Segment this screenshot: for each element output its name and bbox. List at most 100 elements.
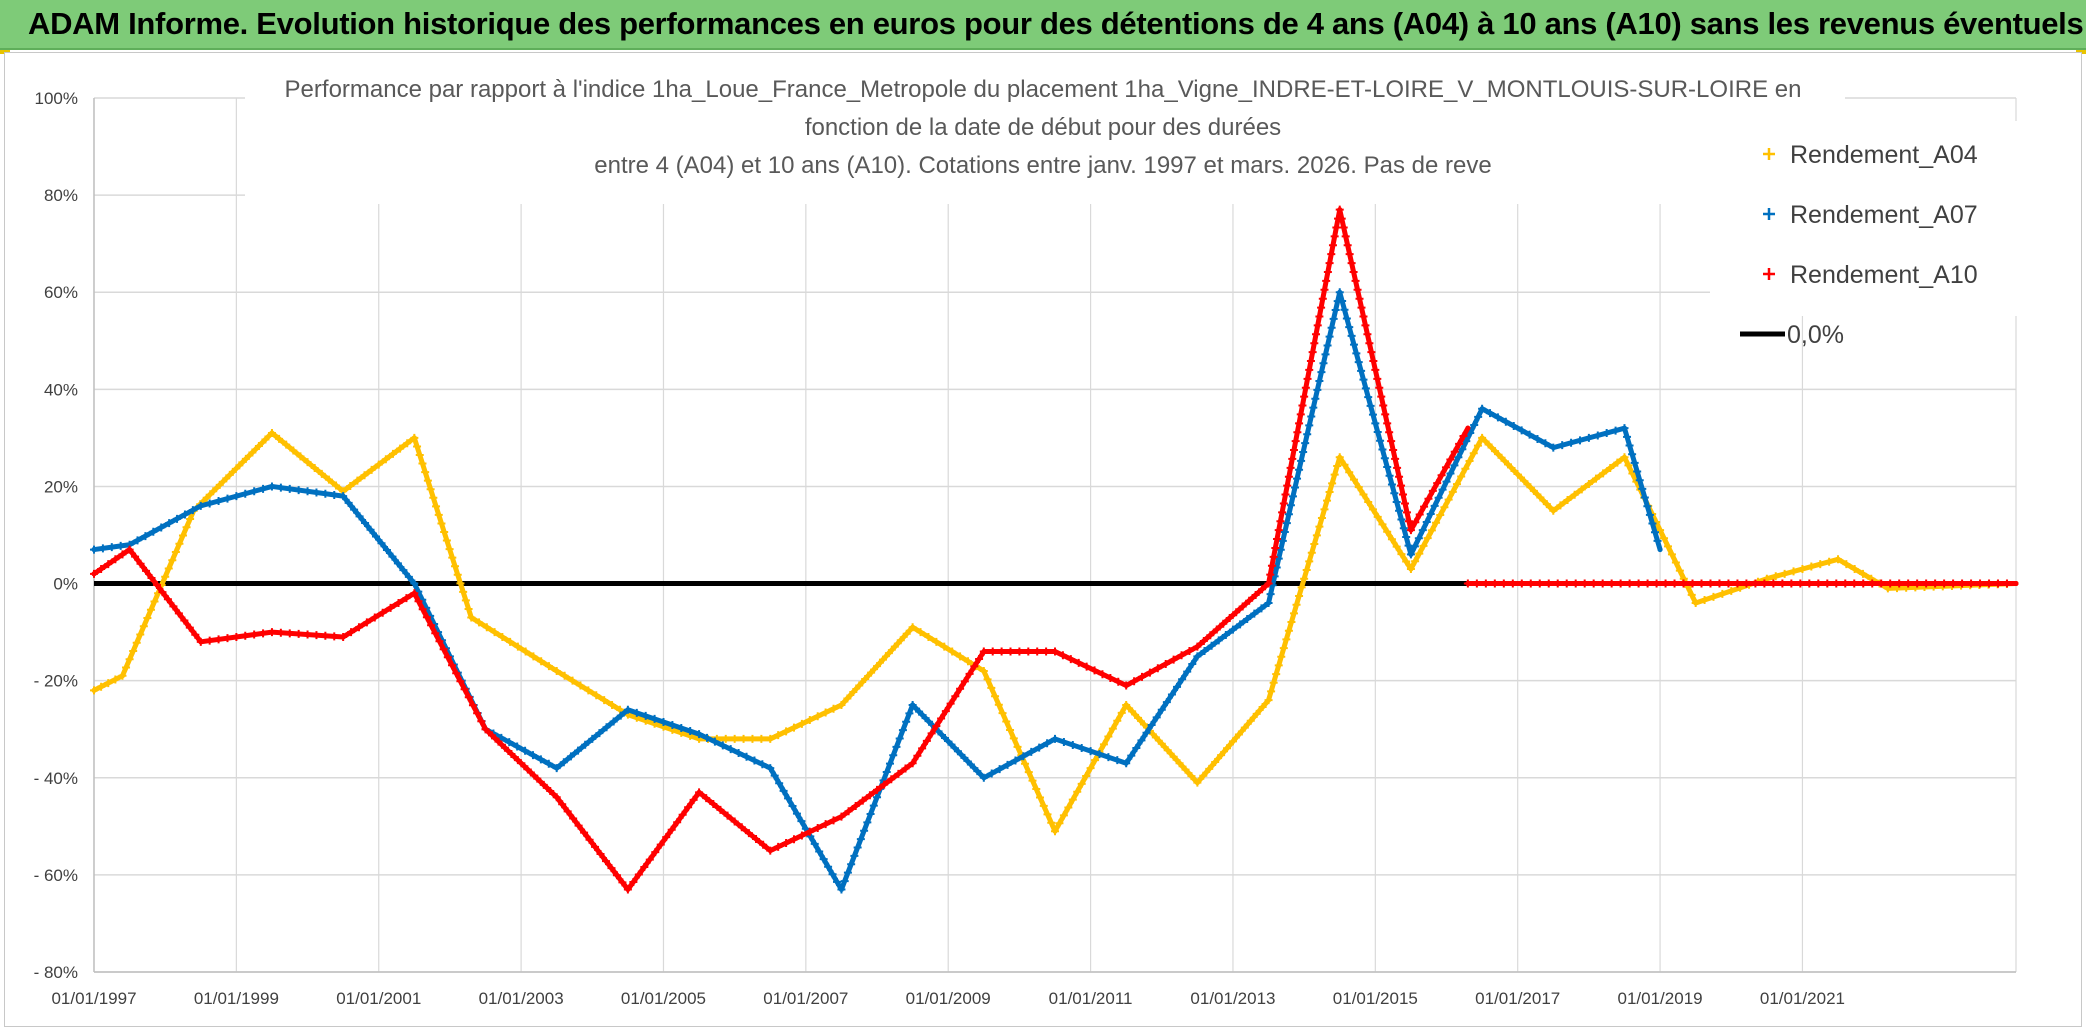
legend-label: 0,0%: [1787, 321, 1844, 349]
data-marker: [344, 498, 353, 507]
data-marker: [702, 794, 711, 803]
data-point: [483, 726, 489, 732]
data-marker: [1643, 502, 1652, 511]
data-marker: [1441, 463, 1450, 472]
data-marker: [775, 779, 784, 788]
data-point: [269, 629, 275, 635]
legend-item: 0,0%: [1740, 321, 1844, 349]
data-marker: [1064, 803, 1073, 812]
data-marker: [111, 675, 120, 684]
data-marker: [1697, 579, 1706, 588]
data-marker: [1625, 579, 1634, 588]
data-marker: [819, 855, 828, 864]
data-marker: [1238, 602, 1247, 611]
data-marker: [1320, 285, 1329, 294]
data-marker: [1751, 579, 1760, 588]
data-marker: [742, 752, 751, 761]
data-marker: [1305, 557, 1314, 566]
data-marker: [1349, 340, 1358, 349]
data-marker: [1663, 542, 1672, 551]
data-marker: [1373, 374, 1382, 383]
data-marker: [1009, 734, 1018, 743]
data-marker: [1353, 285, 1362, 294]
data-marker: [1387, 480, 1396, 489]
data-marker: [1300, 392, 1309, 401]
data-marker: [1039, 801, 1048, 810]
data-marker: [1286, 463, 1295, 472]
data-marker: [362, 618, 371, 627]
data-marker: [1633, 467, 1642, 476]
data-marker: [843, 694, 852, 703]
data-marker: [1361, 384, 1370, 393]
data-marker: [254, 441, 263, 450]
data-marker: [1958, 579, 1967, 588]
data-marker: [1300, 574, 1309, 583]
data-marker: [1234, 730, 1243, 739]
data-marker: [828, 870, 837, 879]
data-marker: [1369, 357, 1378, 366]
data-marker: [321, 489, 330, 498]
data-marker: [1493, 413, 1502, 422]
data-marker: [451, 562, 460, 571]
data-marker: [1345, 323, 1354, 332]
data-marker: [142, 566, 151, 575]
data-point: [127, 542, 133, 548]
data-marker: [168, 556, 177, 565]
data-marker: [1145, 668, 1154, 677]
data-marker: [1967, 579, 1976, 588]
data-marker: [1567, 438, 1576, 447]
data-marker: [312, 488, 321, 497]
data-marker: [536, 755, 545, 764]
data-marker: [1006, 725, 1015, 734]
data-marker: [1319, 359, 1328, 368]
data-marker: [1271, 543, 1280, 552]
data-marker: [1269, 678, 1278, 687]
data-marker: [1395, 506, 1404, 515]
series-rendement-a07: [90, 288, 1663, 894]
data-marker: [1411, 557, 1420, 566]
data-marker: [372, 532, 381, 541]
data-marker: [1055, 819, 1064, 828]
data-marker: [312, 631, 321, 640]
data-marker: [1167, 690, 1176, 699]
data-marker: [937, 714, 946, 723]
data-marker: [1325, 332, 1334, 341]
data-point: [1266, 697, 1272, 703]
data-marker: [129, 647, 138, 656]
data-marker: [149, 527, 158, 536]
data-marker: [1098, 670, 1107, 679]
data-marker: [1718, 589, 1727, 598]
data-marker: [1411, 518, 1420, 527]
data-marker: [104, 560, 113, 569]
data-marker: [601, 857, 610, 866]
data-marker: [678, 810, 687, 819]
data-marker: [1289, 609, 1298, 618]
data-marker: [139, 622, 148, 631]
legend-marker-icon: [1763, 148, 1775, 160]
data-marker: [1510, 466, 1519, 475]
data-marker: [188, 506, 197, 515]
data-marker: [1715, 579, 1724, 588]
data-marker: [1280, 527, 1289, 536]
data-marker: [1357, 303, 1366, 312]
data-marker: [898, 726, 907, 735]
data-marker: [421, 468, 430, 477]
data-marker: [1284, 510, 1293, 519]
data-marker: [529, 652, 538, 661]
data-marker: [1297, 456, 1306, 465]
data-marker: [813, 823, 822, 832]
data-marker: [1385, 471, 1394, 480]
data-marker: [241, 454, 250, 463]
data-marker: [851, 801, 860, 810]
data-marker: [1383, 463, 1392, 472]
data-marker: [487, 731, 496, 740]
data-marker: [1359, 490, 1368, 499]
data-marker: [858, 796, 867, 805]
data-marker: [2003, 579, 2012, 588]
data-marker: [1742, 579, 1751, 588]
data-point: [696, 736, 702, 742]
data-marker: [568, 676, 577, 685]
data-marker: [1457, 472, 1466, 481]
data-marker: [443, 653, 452, 662]
data-marker: [863, 818, 872, 827]
